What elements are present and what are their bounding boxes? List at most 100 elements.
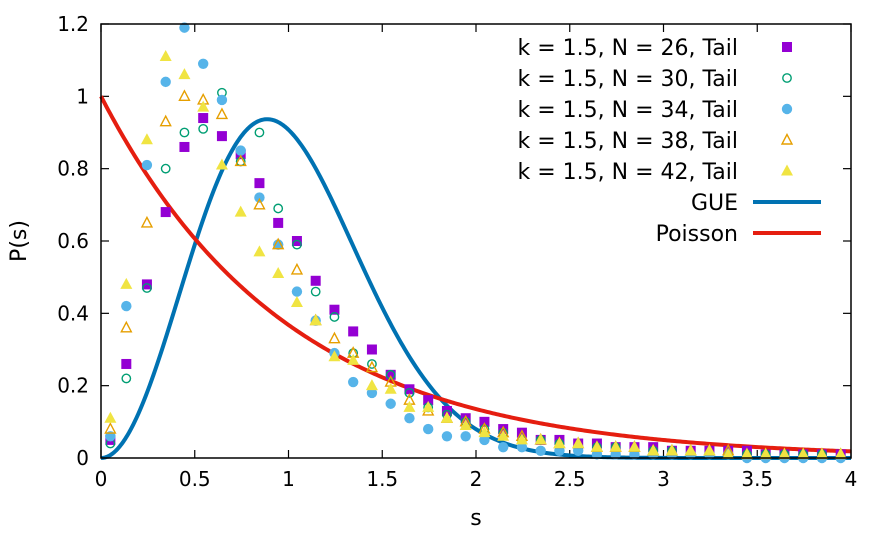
data-point <box>441 431 453 442</box>
data-point <box>834 447 847 459</box>
data-point <box>254 127 265 138</box>
data-point <box>159 114 172 127</box>
data-point <box>216 131 227 142</box>
data-point <box>120 320 133 333</box>
data-point <box>534 433 547 445</box>
data-point <box>366 344 377 355</box>
data-point <box>179 22 190 33</box>
data-point <box>272 267 285 279</box>
x-tick-label: 4 <box>845 467 858 491</box>
legend-entry: k = 1.5, N = 26, Tail <box>518 36 792 61</box>
data-point <box>385 369 396 380</box>
data-point <box>422 400 435 412</box>
data-point <box>273 203 284 214</box>
data-point <box>385 369 396 380</box>
data-point <box>347 353 360 365</box>
legend: k = 1.5, N = 26, Tail k = 1.5, N = 30, Ta… <box>518 36 821 247</box>
x-tick-label: 1.5 <box>366 467 398 491</box>
data-point <box>516 427 527 438</box>
y-tick-label: 0.6 <box>57 229 89 253</box>
data-point <box>142 283 152 293</box>
legend-marker <box>782 42 792 52</box>
series-5 <box>104 50 847 459</box>
y-tick-label: 0 <box>76 446 89 470</box>
point-layer <box>104 22 847 464</box>
data-point <box>198 113 209 124</box>
data-point <box>140 215 154 228</box>
data-point <box>479 434 490 446</box>
data-point <box>104 422 117 434</box>
data-point <box>759 447 772 459</box>
data-point <box>254 178 265 189</box>
data-point <box>159 50 172 62</box>
data-point <box>215 107 229 120</box>
x-tick-label: 2 <box>470 467 483 491</box>
legend-marker <box>781 164 793 176</box>
data-point <box>273 217 284 228</box>
data-point <box>328 350 341 362</box>
y-tick-label: 0.4 <box>57 301 89 325</box>
data-point <box>572 437 585 449</box>
data-point <box>365 379 378 391</box>
data-point <box>235 145 246 156</box>
data-point <box>497 429 510 441</box>
data-point <box>179 141 190 152</box>
data-point <box>253 245 266 257</box>
x-tick-label: 0 <box>95 467 108 491</box>
data-point <box>272 237 285 250</box>
data-point <box>815 447 828 459</box>
data-point <box>404 413 415 424</box>
data-point <box>422 423 434 435</box>
data-point <box>197 100 210 112</box>
data-point <box>367 359 377 369</box>
data-point <box>403 400 416 412</box>
legend-label: Poisson <box>656 222 738 247</box>
legend-entry: k = 1.5, N = 42, Tail <box>518 160 793 185</box>
legend-entry: k = 1.5, N = 38, Tail <box>518 129 794 154</box>
data-point <box>197 58 209 69</box>
curve-poisson <box>99 95 852 454</box>
data-point <box>366 387 378 399</box>
data-point <box>703 444 716 456</box>
data-point <box>292 239 302 250</box>
data-point <box>778 447 791 459</box>
data-point <box>329 312 340 322</box>
y-tick-label: 1 <box>76 84 89 108</box>
data-point <box>309 314 322 326</box>
data-point <box>722 447 735 459</box>
data-point <box>609 440 622 452</box>
curve-layer <box>99 95 852 460</box>
legend-marker <box>782 73 792 83</box>
data-point <box>291 286 303 297</box>
data-point <box>253 197 266 210</box>
data-point <box>140 133 153 145</box>
y-tick-label: 0.2 <box>57 374 89 398</box>
data-point <box>160 76 171 88</box>
legend-marker <box>780 132 794 145</box>
legend-entry: k = 1.5, N = 34, Tail <box>518 98 793 123</box>
data-point <box>178 68 191 80</box>
data-point <box>423 395 434 406</box>
data-point <box>797 447 810 459</box>
data-point <box>198 123 209 134</box>
data-point <box>460 431 471 442</box>
data-point <box>459 418 472 430</box>
data-point <box>290 262 304 275</box>
data-point <box>121 358 132 369</box>
data-point <box>329 304 340 315</box>
legend-entry: GUE <box>691 191 821 216</box>
x-tick-label: 3.5 <box>741 467 773 491</box>
data-point <box>179 127 190 138</box>
tick-layer: 0 0.5 1 1.5 2 2.5 3 3.5 4 0 0.2 0.4 0.6 0.8 1 1.2 <box>57 12 857 491</box>
y-tick-label: 1.2 <box>57 12 89 36</box>
data-point <box>384 382 397 394</box>
y-axis-label: P(s) <box>7 220 32 262</box>
legend-label: GUE <box>691 191 738 216</box>
data-point <box>478 426 491 438</box>
data-point <box>120 277 133 289</box>
data-point <box>121 373 132 384</box>
data-point <box>178 89 191 102</box>
legend-entry: Poisson <box>656 222 821 247</box>
x-tick-label: 1 <box>282 467 295 491</box>
data-point <box>254 192 265 203</box>
